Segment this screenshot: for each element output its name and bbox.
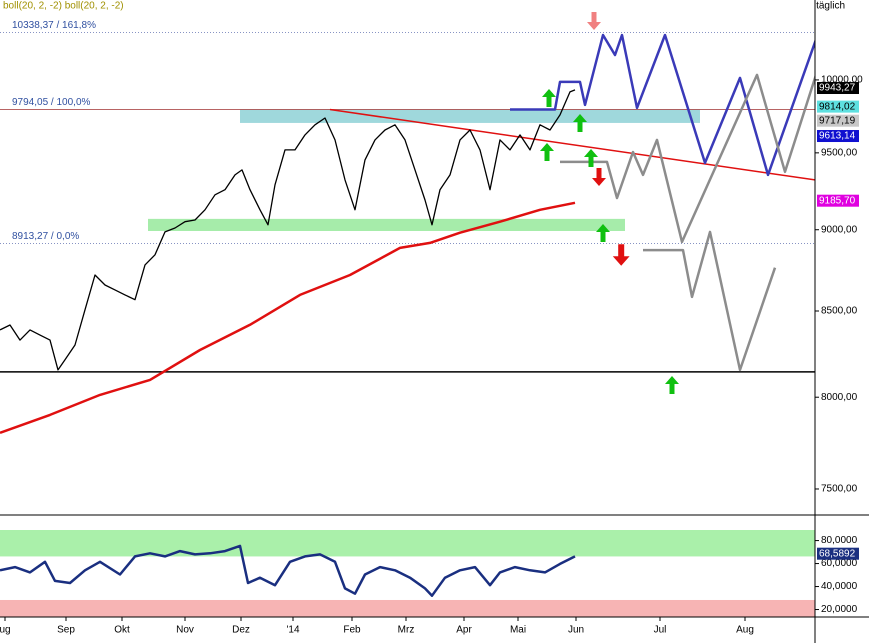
up-arrow [584,149,598,167]
up-arrow [540,143,554,161]
price-tag [817,114,859,127]
price-tag-label: 9814,02 [819,101,856,112]
price-tag-label: 9717,19 [819,115,856,126]
price-tag-label: 9613,14 [819,131,856,142]
price-panel [0,32,815,434]
rsi-panel [0,530,815,617]
x-tick-label: ug [0,625,11,636]
series-line [0,544,576,597]
up-arrow [665,376,679,394]
price-tag [817,130,859,143]
down-arrow [612,244,630,266]
level-label: 10338,37 / 161,8% [12,20,96,31]
arrows [540,12,679,394]
y-tick-label: 9000,00 [821,224,858,235]
x-tick-label: Nov [176,625,194,636]
x-tick-label: Jun [568,625,584,636]
x-tick-label: Jul [654,625,667,636]
series-line [0,89,576,371]
zone [148,218,625,231]
period: täglich [816,1,845,12]
y-tick-label: 8500,00 [821,306,858,317]
zone [0,599,815,617]
y-tick-label: 8000,00 [821,392,858,403]
down-arrow [587,12,601,30]
series-line [0,201,576,434]
x-tick-label: Feb [343,625,361,636]
trend-line [329,108,815,181]
price-tag [817,194,859,207]
zone [240,109,700,123]
y-tick-label: 9500,00 [821,147,858,158]
y-tick-label: 40,0000 [821,581,858,592]
x-tick-label: Apr [456,625,472,636]
y-tick-label: 7500,00 [821,484,858,495]
level-label: 9794,05 / 100,0% [12,97,91,108]
price-tag-label: 9185,70 [819,195,856,206]
x-tick-label: Mai [510,625,526,636]
series-line [643,230,777,372]
up-arrow [542,89,556,107]
price-tag-label: 68,5892 [819,548,856,559]
x-tick-label: '14 [286,625,299,636]
y-tick-label: 60,0000 [821,558,858,569]
price-tag [817,100,859,113]
series-line [510,33,815,177]
price-tag [817,82,859,95]
x-tick-label: Aug [736,625,754,636]
zone [0,530,815,557]
down-arrow [592,168,606,186]
price-tag [817,547,859,560]
series-line [560,73,815,244]
x-tick-label: Okt [114,625,130,636]
price-tag-label: 9943,27 [819,83,856,94]
y-tick-label: 20,0000 [821,604,858,615]
y-tick-label: 80,0000 [821,535,858,546]
x-tick-label: Sep [57,625,75,636]
x-tick-label: Mrz [398,625,415,636]
level-label: 8913,27 / 0,0% [12,231,79,242]
x-tick-label: Dez [232,625,250,636]
y-tick-label: 10000,00 [821,75,863,86]
header: boll(20, 2, -2) boll(20, 2, -2) [3,1,124,12]
